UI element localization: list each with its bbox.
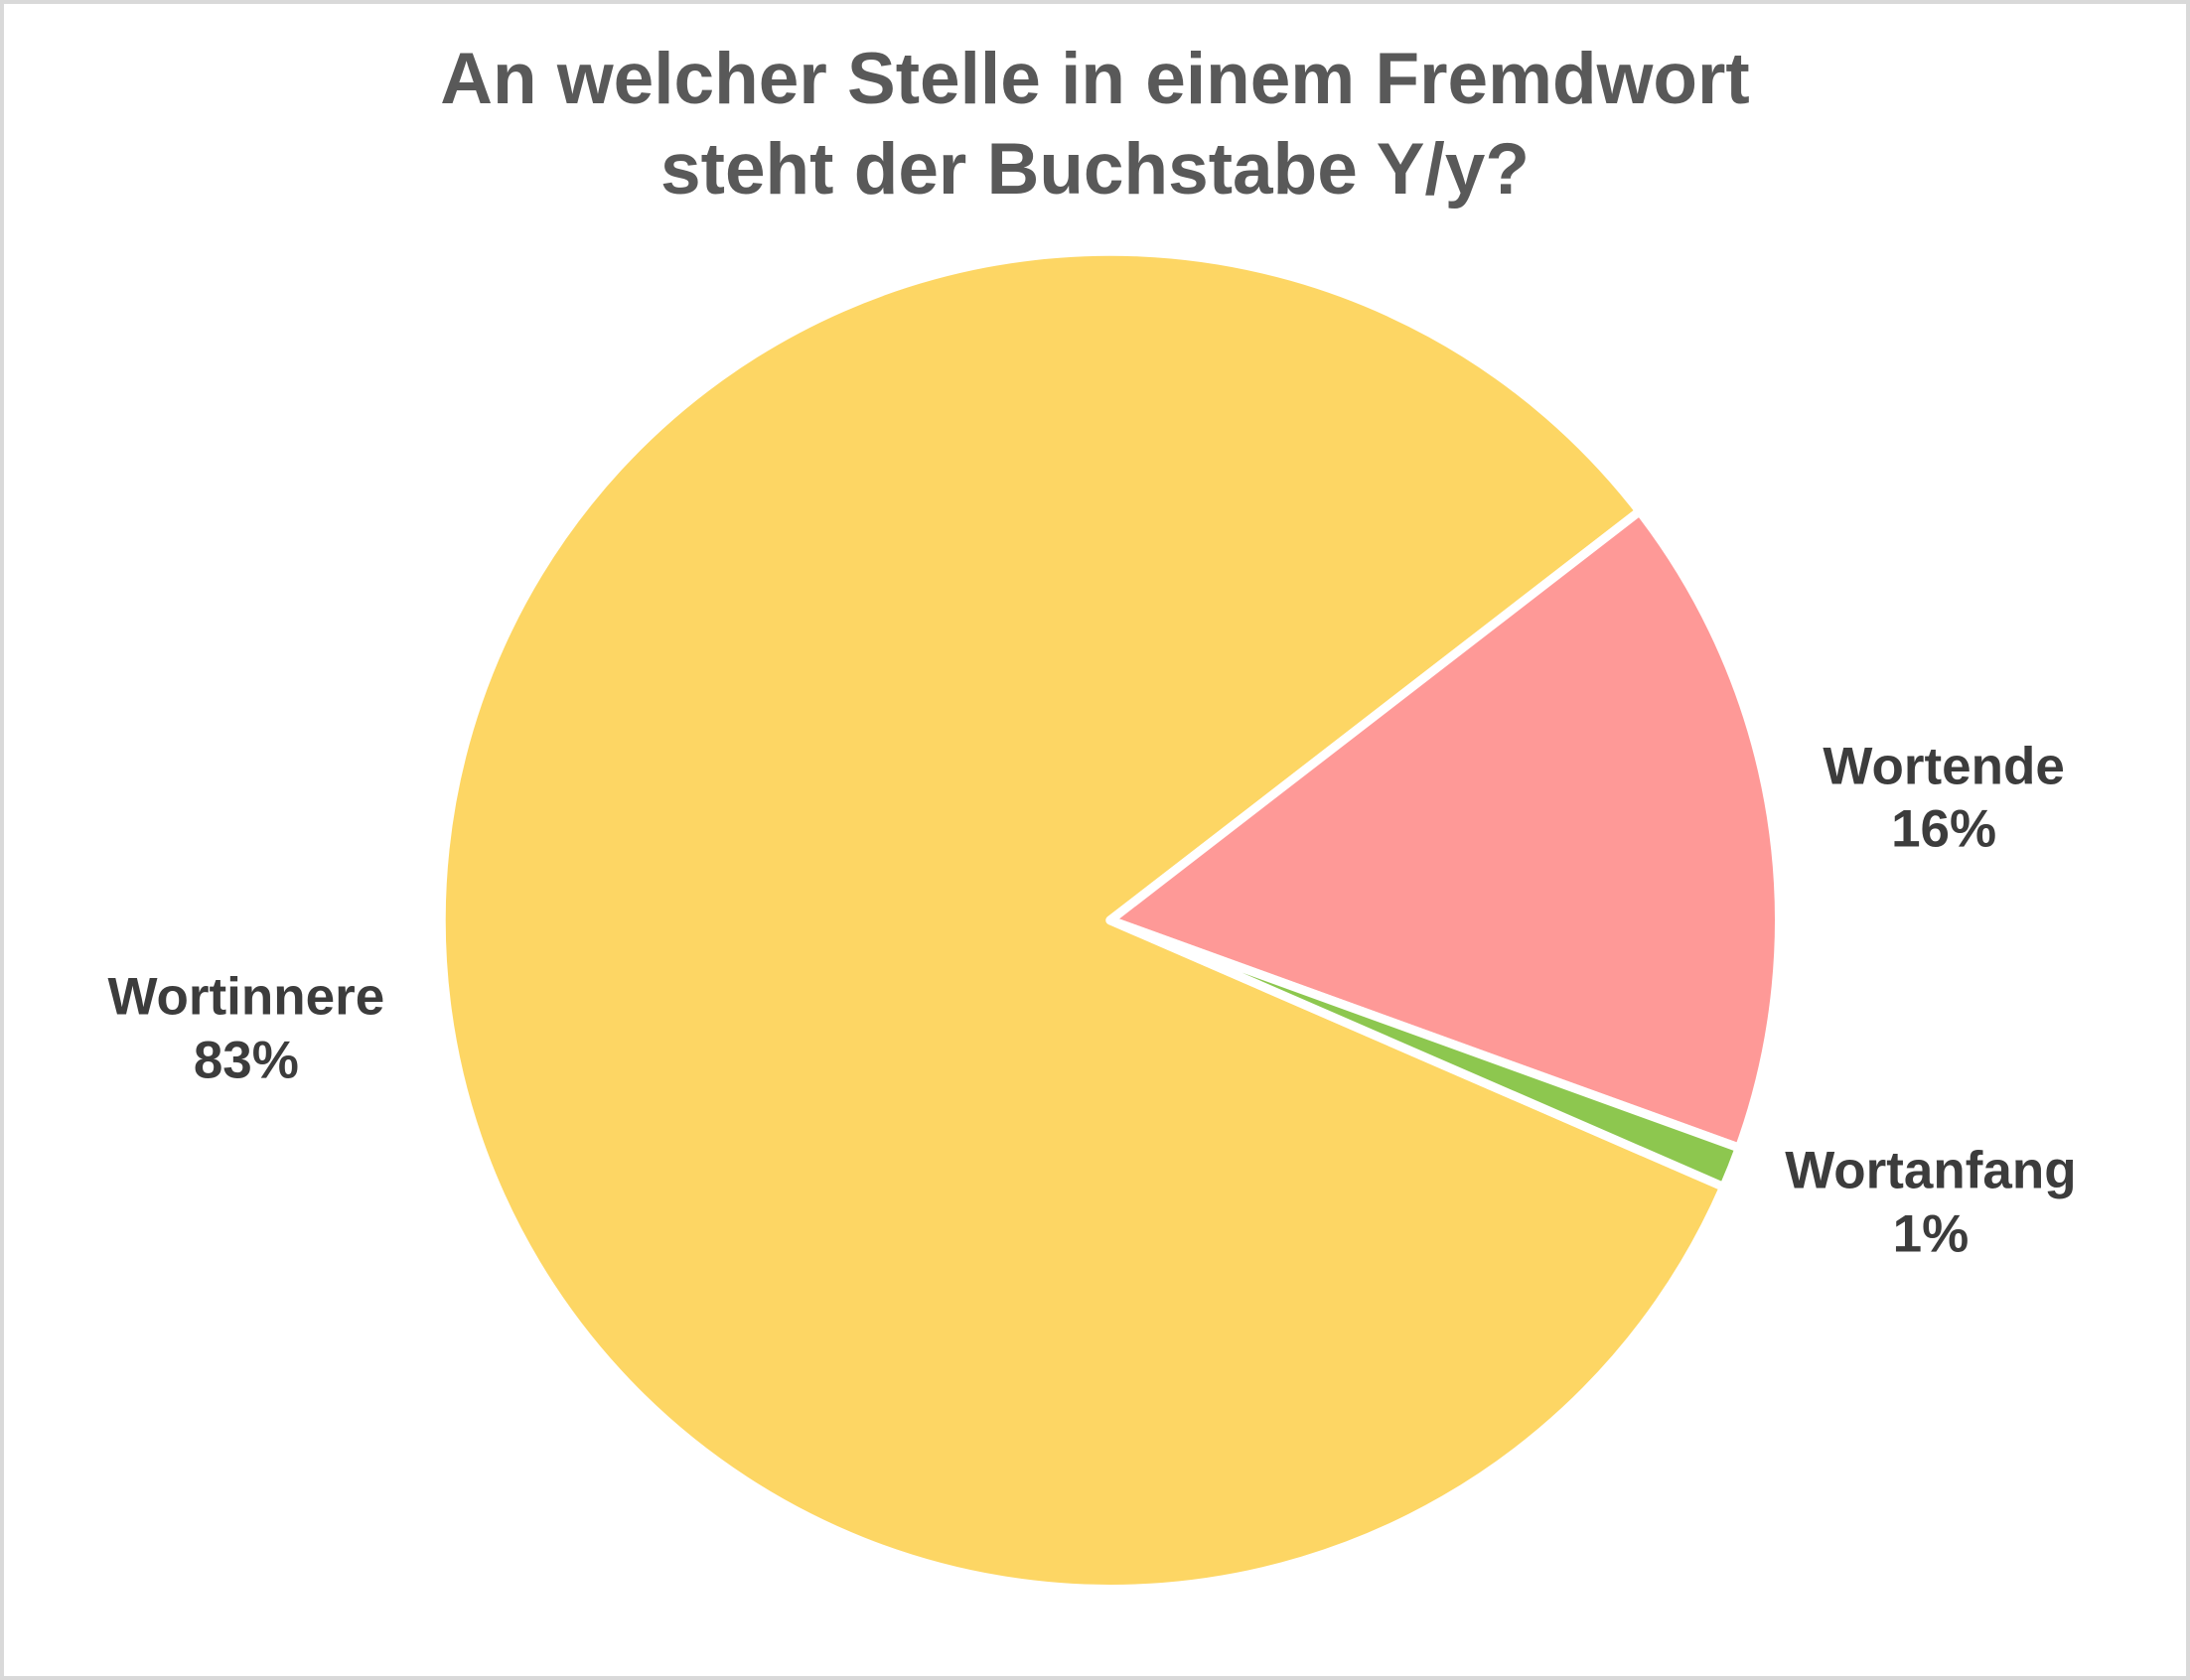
chart-title: An welcher Stelle in einem Fremdwort ste… [4,34,2186,215]
pie-slice-wortende [1105,506,1784,1153]
data-label-category: Wortende [1823,737,2065,796]
data-label-category: Wortanfang [1785,1141,2077,1200]
chart-title-line1: An welcher Stelle in einem Fremdwort [440,39,1750,119]
data-label-wortinnere: Wortinnere 83% [107,966,384,1092]
data-label-wortanfang: Wortanfang 1% [1785,1140,2076,1266]
data-label-percentage: 83% [193,1031,299,1090]
data-label-category: Wortinnere [107,967,385,1027]
chart-title-line2: steht der Buchstabe Y/y? [660,129,1530,210]
data-label-wortende: Wortende 16% [1823,735,2064,861]
pie-slice-wortanfang [1105,915,1744,1191]
pie-slice-wortinnere [436,246,1729,1594]
data-label-percentage: 16% [1891,799,1997,859]
data-label-percentage: 1% [1892,1204,1970,1264]
pie-chart [436,246,1784,1594]
